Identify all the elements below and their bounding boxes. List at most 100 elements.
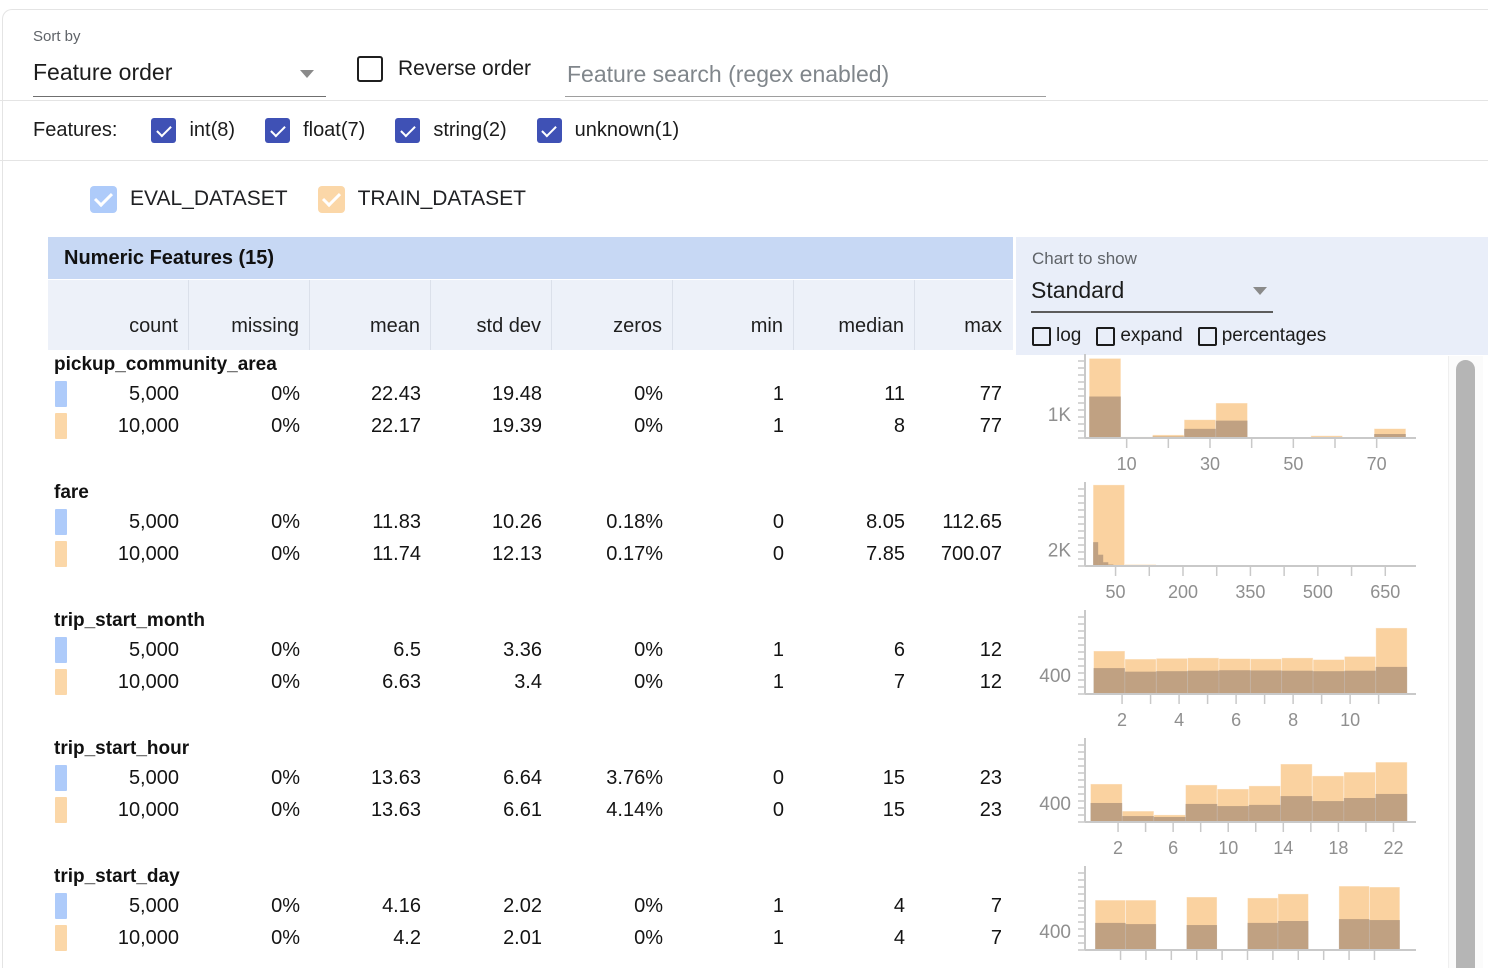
chart-option-label: log [1056,325,1082,346]
chart-option-checkbox[interactable]: log [1032,325,1081,347]
dataset-toggle[interactable]: TRAIN_DATASET [317,185,526,213]
stat-value: 0% [271,926,300,949]
stat-value: 5,000 [128,510,179,533]
feature-type-filter[interactable]: unknown(1) [536,118,680,143]
dataset-toggle[interactable]: EVAL_DATASET [90,185,288,213]
svg-text:400: 400 [1039,666,1071,687]
svg-text:1K: 1K [1048,405,1072,426]
stat-value: 2.01 [503,926,542,949]
stat-value: 12.13 [491,542,542,565]
histogram-trip_start_day: 400 [1039,866,1416,960]
stats-column-header: count missing mean std dev zeros min median max [48,280,1013,350]
histogram-trip_start_hour: 400 2 6 10 14 18 22 [1039,738,1416,858]
checkbox-unchecked-icon[interactable] [357,56,383,82]
feature-type-filter[interactable]: string(2) [395,118,507,143]
stat-value: 0% [634,926,663,949]
column-header: missing [189,280,310,350]
chart-type-select[interactable]: Standard [1031,273,1273,313]
stat-value: 0.18% [606,510,663,533]
feature-type-label: float(7) [303,119,366,141]
eval-stats-row: 5,000 0% 11.83 10.26 0.18% 0 8.05 112.65 [48,506,1013,538]
chart-option-checkbox[interactable]: percentages [1197,325,1327,347]
chevron-down-icon [300,70,314,78]
feature-type-filters: Features: int(8) float(7) string(2) unkn… [0,101,1488,161]
train-stats-row: 10,000 0% 13.63 6.61 4.14% 0 15 23 [48,794,1013,826]
stat-value: 0.17% [606,542,663,565]
stat-value: 15 [882,798,905,821]
features-label: Features: [33,119,118,141]
stat-value: 0% [271,894,300,917]
train-dataset-marker [55,925,67,951]
stat-value: 112.65 [942,510,1002,533]
checkbox-unchecked-icon[interactable] [1032,326,1051,346]
reverse-order-checkbox[interactable]: Reverse order [357,56,531,82]
eval-stats-row: 5,000 0% 6.5 3.36 0% 1 6 12 [48,634,1013,666]
column-header: mean [310,280,431,350]
vertical-scrollbar-thumb[interactable] [1456,360,1475,968]
eval-dataset-marker [55,765,67,791]
column-header: count [48,280,189,350]
stat-value: 1 [772,670,784,693]
feature-block: fare 5,000 0% 11.83 10.26 0.18% 0 8.05 112.65 10… [48,480,1013,608]
svg-text:400: 400 [1039,922,1071,943]
chart-option-label: percentages [1221,325,1327,346]
svg-text:400: 400 [1039,794,1071,815]
checkbox-checked-icon[interactable] [395,118,421,143]
dataset-label: EVAL_DATASET [130,187,288,210]
stat-value: 6.64 [503,766,542,789]
stat-value: 5,000 [128,638,179,661]
feature-type-filter[interactable]: int(8) [151,118,235,143]
stat-value: 6.61 [503,798,542,821]
stat-value: 19.48 [491,382,542,405]
column-header: median [794,280,915,350]
train-stats-row: 10,000 0% 11.74 12.13 0.17% 0 7.85 700.07 [48,538,1013,570]
chart-type-value: Standard [1031,277,1125,303]
eval-dataset-marker [55,381,67,407]
stat-value: 7 [990,894,1002,917]
dataset-checkbox-icon[interactable] [90,185,117,213]
feature-type-filter[interactable]: float(7) [265,118,365,143]
checkbox-checked-icon[interactable] [265,118,291,143]
stat-value: 0 [772,766,784,789]
stat-value: 23 [979,798,1002,821]
stat-value: 4.2 [393,926,421,949]
feature-name: trip_start_day [54,866,180,887]
chart-option-checkbox[interactable]: expand [1096,325,1183,347]
train-dataset-marker [55,797,67,823]
svg-text:10: 10 [1218,838,1238,858]
feature-block: trip_start_month 5,000 0% 6.5 3.36 0% 1 6 12 10,… [48,608,1013,736]
dataset-checkbox-icon[interactable] [317,185,345,213]
stat-value: 7 [893,670,905,693]
sort-by-select[interactable]: Feature order [33,52,326,97]
stat-value: 6 [893,638,905,661]
feature-type-label: string(2) [433,119,507,141]
stat-value: 4 [893,894,905,917]
svg-text:22: 22 [1383,838,1403,858]
stat-value: 7.85 [866,542,905,565]
feature-type-label: unknown(1) [574,119,680,141]
feature-block: trip_start_hour 5,000 0% 13.63 6.64 3.76% 0 15… [48,736,1013,864]
svg-text:4: 4 [1174,710,1184,730]
checkbox-unchecked-icon[interactable] [1096,326,1116,346]
stat-value: 3.4 [514,670,542,693]
svg-text:10: 10 [1117,454,1137,474]
stat-value: 4.16 [382,894,421,917]
checkbox-unchecked-icon[interactable] [1197,326,1217,346]
feature-search-input[interactable] [565,50,1050,98]
checkbox-checked-icon[interactable] [536,118,562,143]
train-stats-row: 10,000 0% 22.17 19.39 0% 1 8 77 [48,410,1013,442]
checkbox-checked-icon[interactable] [151,118,177,143]
svg-text:200: 200 [1168,582,1198,602]
stat-value: 22.43 [370,382,421,405]
stat-value: 0% [271,510,300,533]
feature-type-filter-list: int(8) float(7) string(2) unknown(1) [151,118,709,143]
stat-value: 0% [634,414,663,437]
train-stats-row: 10,000 0% 6.63 3.4 0% 1 7 12 [48,666,1013,698]
eval-dataset-marker [55,893,67,919]
chevron-down-icon [1253,287,1267,295]
stat-value: 6.63 [382,670,421,693]
svg-text:8: 8 [1288,710,1298,730]
eval-stats-row: 5,000 0% 13.63 6.64 3.76% 0 15 23 [48,762,1013,794]
svg-text:2K: 2K [1048,540,1072,561]
stat-value: 1 [772,894,784,917]
